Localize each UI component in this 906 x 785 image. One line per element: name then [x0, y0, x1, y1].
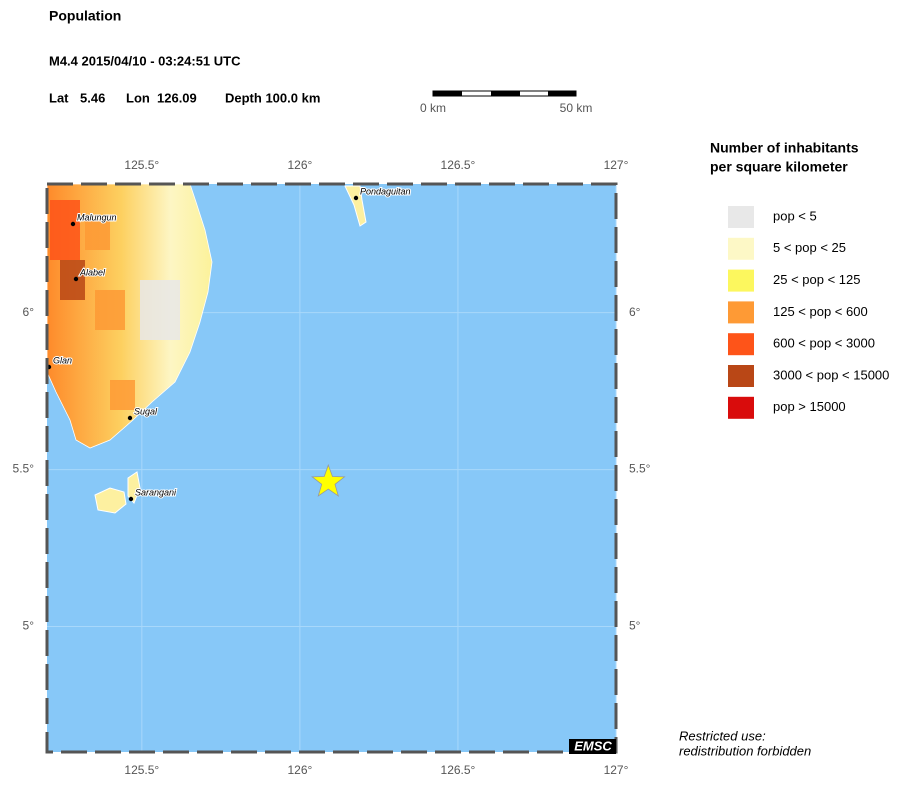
legend-label: 600 < pop < 3000: [773, 336, 875, 351]
place-label: Glan: [53, 355, 72, 365]
legend-swatch: [728, 237, 754, 260]
x-tick-label: 126°: [287, 158, 312, 172]
x-tick-label: 126.5°: [441, 763, 476, 777]
balut-island: [127, 471, 141, 504]
place-label: Sarangani: [135, 487, 177, 497]
scale-start: 0 km: [420, 101, 446, 115]
sarangani-island: [94, 487, 127, 514]
depth: Depth 100.0 km: [225, 90, 320, 105]
legend-title: per square kilometer: [710, 159, 848, 175]
credit: EMSC: [574, 738, 612, 753]
legend: Number of inhabitants per square kilomet…: [710, 140, 889, 419]
place-label: Sugal: [134, 406, 158, 416]
legend-swatch: [728, 269, 754, 292]
legend-label: pop > 15000: [773, 399, 846, 414]
epicenter: [311, 463, 346, 497]
legend-label: 5 < pop < 25: [773, 240, 846, 255]
legend-label: 125 < pop < 600: [773, 304, 868, 319]
scale-bar: 0 km 50 km: [420, 90, 593, 115]
frame: [45, 182, 618, 754]
legend-label: pop < 5: [773, 208, 817, 223]
legend-swatch: [728, 365, 754, 387]
y-tick-label: 5°: [629, 619, 641, 633]
y-tick-label: 5°: [23, 619, 35, 633]
credit-box: [569, 739, 616, 754]
lon: 126.09: [157, 90, 197, 105]
x-tick-label: 126.5°: [441, 158, 476, 172]
legend-title: Number of inhabitants: [710, 140, 859, 156]
legend-swatch: [728, 206, 754, 228]
map: Malungun Alabel Glan Sugal Sarangani Pondagui…: [13, 158, 651, 777]
places: Malungun Alabel Glan Sugal Sarangani Pondagui…: [46, 185, 412, 502]
legend-swatch: [728, 396, 754, 419]
notice: redistribution forbidden: [679, 743, 811, 758]
ticks: 125.5° 125.5° 126° 126° 126.5° 126.5° 127° 127°…: [13, 158, 651, 777]
scale-end: 50 km: [560, 101, 593, 115]
y-tick-label: 5.5°: [629, 462, 651, 476]
y-tick-label: 6°: [23, 305, 35, 319]
place-dot: [353, 195, 359, 201]
pondaguitan-cape: [344, 185, 367, 227]
place-dot: [128, 496, 134, 502]
place-label: Malungun: [77, 212, 117, 222]
x-tick-label: 125.5°: [124, 763, 159, 777]
x-tick-label: 127°: [604, 158, 629, 172]
x-tick-label: 126°: [287, 763, 312, 777]
x-tick-label: 127°: [604, 763, 629, 777]
notice: Restricted use:: [679, 728, 766, 743]
legend-swatch: [728, 333, 754, 356]
place-dot: [70, 221, 76, 227]
place-label: Pondaguitan: [360, 186, 411, 196]
lat-label: Lat: [49, 90, 69, 105]
y-tick-label: 6°: [629, 305, 641, 319]
legend-label: 25 < pop < 125: [773, 272, 860, 287]
title: Population: [49, 8, 121, 24]
lon-label: Lon: [126, 90, 150, 105]
lat: 5.46: [80, 90, 105, 105]
place-label: Alabel: [79, 267, 106, 277]
place-dot: [73, 276, 79, 282]
event: M4.4 2015/04/10 - 03:24:51 UTC: [49, 53, 241, 68]
legend-label: 3000 < pop < 15000: [773, 367, 889, 382]
density-patches: [50, 200, 180, 410]
y-tick-label: 5.5°: [13, 462, 35, 476]
legend-swatch: [728, 301, 754, 324]
place-dot: [127, 415, 133, 421]
x-tick-label: 125.5°: [124, 158, 159, 172]
